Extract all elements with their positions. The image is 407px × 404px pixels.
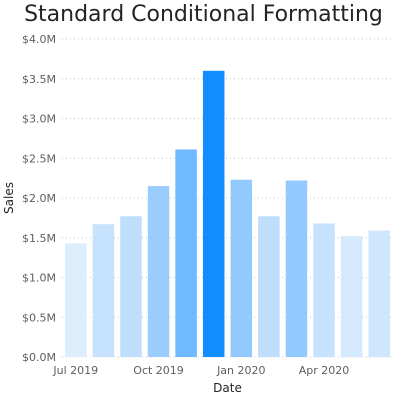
x-tick-label: Jan 2020 — [216, 364, 265, 377]
bar[interactable] — [340, 236, 363, 357]
y-axis-ticks: $0.0M $0.5M $1.0M $1.5M $2.0M $2.5M $3.0M $3.5M… — [22, 33, 56, 364]
bar[interactable] — [147, 186, 170, 357]
y-tick-label: $0.0M — [22, 351, 56, 364]
bar[interactable] — [65, 243, 87, 357]
bar[interactable] — [202, 70, 225, 358]
y-tick-label: $3.5M — [22, 73, 56, 86]
x-axis-ticks: Jul 2019 Oct 2019 Jan 2020 Apr 2020 — [52, 364, 349, 377]
y-tick-label: $3.0M — [22, 113, 56, 126]
bar[interactable] — [258, 216, 280, 357]
bar[interactable] — [92, 224, 115, 357]
x-tick-label: Apr 2020 — [299, 364, 350, 377]
bar[interactable] — [230, 179, 253, 357]
bar[interactable] — [313, 223, 335, 357]
x-tick-label: Jul 2019 — [52, 364, 98, 377]
y-axis-title: Sales — [2, 182, 16, 214]
bar[interactable] — [285, 180, 308, 357]
y-tick-label: $4.0M — [22, 33, 56, 46]
y-tick-label: $0.5M — [22, 311, 56, 324]
bar[interactable] — [120, 216, 142, 357]
bar[interactable] — [175, 149, 197, 357]
bars — [65, 70, 390, 358]
bar[interactable] — [368, 230, 390, 357]
y-tick-label: $2.5M — [22, 152, 56, 165]
y-tick-label: $1.5M — [22, 232, 56, 245]
x-axis-title: Date — [213, 381, 242, 395]
x-tick-label: Oct 2019 — [133, 364, 184, 377]
y-tick-label: $1.0M — [22, 272, 56, 285]
y-tick-label: $2.0M — [22, 192, 56, 205]
chart-title: Standard Conditional Formatting — [24, 2, 383, 27]
